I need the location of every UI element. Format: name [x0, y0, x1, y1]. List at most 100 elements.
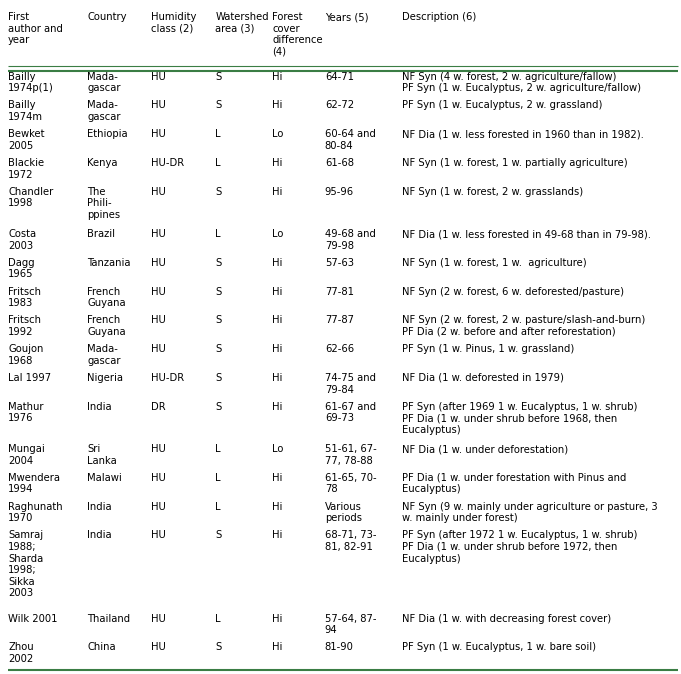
Text: 57-64, 87-
94: 57-64, 87- 94 — [325, 613, 377, 635]
Text: L: L — [215, 158, 221, 168]
Text: Ethiopia: Ethiopia — [87, 129, 128, 140]
Text: Samraj
1988;
Sharda
1998;
Sikka
2003: Samraj 1988; Sharda 1998; Sikka 2003 — [8, 530, 44, 599]
Text: Mada-
gascar: Mada- gascar — [87, 100, 121, 122]
Text: Fritsch
1992: Fritsch 1992 — [8, 315, 41, 337]
Text: HU-DR: HU-DR — [151, 373, 185, 383]
Text: Hi: Hi — [272, 258, 283, 268]
Text: HU: HU — [151, 315, 166, 326]
Text: PF Syn (1 w. Eucalyptus, 2 w. grassland): PF Syn (1 w. Eucalyptus, 2 w. grassland) — [402, 100, 602, 111]
Text: NF Syn (1 w. forest, 1 w. partially agriculture): NF Syn (1 w. forest, 1 w. partially agri… — [402, 158, 627, 168]
Text: Hi: Hi — [272, 344, 283, 354]
Text: Tanzania: Tanzania — [87, 258, 131, 268]
Text: Malawi: Malawi — [87, 473, 122, 483]
Text: Bewket
2005: Bewket 2005 — [8, 129, 45, 151]
Text: L: L — [215, 444, 221, 454]
Text: PF Syn (after 1969 1 w. Eucalyptus, 1 w. shrub)
PF Dia (1 w. under shrub before : PF Syn (after 1969 1 w. Eucalyptus, 1 w.… — [402, 402, 637, 435]
Text: Watershed
area (3): Watershed area (3) — [215, 12, 269, 34]
Text: Hi: Hi — [272, 642, 283, 652]
Text: S: S — [215, 286, 221, 297]
Text: HU: HU — [151, 613, 166, 623]
Text: NF Dia (1 w. less forested in 49-68 than in 79-98).: NF Dia (1 w. less forested in 49-68 than… — [402, 229, 651, 239]
Text: NF Syn (2 w. forest, 2 w. pasture/slash-and-burn)
PF Dia (2 w. before and after : NF Syn (2 w. forest, 2 w. pasture/slash-… — [402, 315, 645, 337]
Text: 57-63: 57-63 — [325, 258, 354, 268]
Text: S: S — [215, 402, 221, 412]
Text: Description (6): Description (6) — [402, 12, 476, 22]
Text: Various
periods: Various periods — [325, 501, 362, 523]
Text: 62-72: 62-72 — [325, 100, 354, 111]
Text: HU: HU — [151, 286, 166, 297]
Text: L: L — [215, 613, 221, 623]
Text: First
author and
year: First author and year — [8, 12, 63, 45]
Text: 64-71: 64-71 — [325, 71, 354, 82]
Text: Kenya: Kenya — [87, 158, 118, 168]
Text: Hi: Hi — [272, 187, 283, 197]
Text: HU: HU — [151, 229, 166, 239]
Text: French
Guyana: French Guyana — [87, 286, 126, 308]
Text: L: L — [215, 501, 221, 512]
Text: Nigeria: Nigeria — [87, 373, 123, 383]
Text: Zhou
2002: Zhou 2002 — [8, 642, 34, 664]
Text: Chandler
1998: Chandler 1998 — [8, 187, 53, 208]
Text: 95-96: 95-96 — [325, 187, 354, 197]
Text: Hi: Hi — [272, 613, 283, 623]
Text: HU: HU — [151, 187, 166, 197]
Text: Raghunath
1970: Raghunath 1970 — [8, 501, 63, 523]
Text: 60-64 and
80-84: 60-64 and 80-84 — [325, 129, 376, 151]
Text: HU-DR: HU-DR — [151, 158, 185, 168]
Text: China: China — [87, 642, 116, 652]
Text: NF Dia (1 w. with decreasing forest cover): NF Dia (1 w. with decreasing forest cove… — [402, 613, 611, 623]
Text: Hi: Hi — [272, 473, 283, 483]
Text: NF Syn (9 w. mainly under agriculture or pasture, 3
w. mainly under forest): NF Syn (9 w. mainly under agriculture or… — [402, 501, 657, 523]
Text: 61-68: 61-68 — [325, 158, 354, 168]
Text: DR: DR — [151, 402, 165, 412]
Text: Fritsch
1983: Fritsch 1983 — [8, 286, 41, 308]
Text: French
Guyana: French Guyana — [87, 315, 126, 337]
Text: India: India — [87, 501, 112, 512]
Text: HU: HU — [151, 258, 166, 268]
Text: HU: HU — [151, 344, 166, 354]
Text: NF Syn (4 w. forest, 2 w. agriculture/fallow)
PF Syn (1 w. Eucalyptus, 2 w. agri: NF Syn (4 w. forest, 2 w. agriculture/fa… — [402, 71, 641, 93]
Text: S: S — [215, 642, 221, 652]
Text: Years (5): Years (5) — [325, 12, 368, 22]
Text: Bailly
1974m: Bailly 1974m — [8, 100, 43, 122]
Text: Hi: Hi — [272, 402, 283, 412]
Text: India: India — [87, 402, 112, 412]
Text: Lo: Lo — [272, 129, 284, 140]
Text: NF Syn (1 w. forest, 2 w. grasslands): NF Syn (1 w. forest, 2 w. grasslands) — [402, 187, 583, 197]
Text: 49-68 and
79-98: 49-68 and 79-98 — [325, 229, 376, 251]
Text: PF Dia (1 w. under forestation with Pinus and
Eucalyptus): PF Dia (1 w. under forestation with Pinu… — [402, 473, 626, 495]
Text: PF Syn (1 w. Eucalyptus, 1 w. bare soil): PF Syn (1 w. Eucalyptus, 1 w. bare soil) — [402, 642, 596, 652]
Text: Hi: Hi — [272, 530, 283, 541]
Text: 77-87: 77-87 — [325, 315, 354, 326]
Text: Mada-
gascar: Mada- gascar — [87, 344, 121, 366]
Text: The
Phili-
ppines: The Phili- ppines — [87, 187, 121, 220]
Text: S: S — [215, 187, 221, 197]
Text: 61-67 and
69-73: 61-67 and 69-73 — [325, 402, 376, 423]
Text: NF Dia (1 w. deforested in 1979): NF Dia (1 w. deforested in 1979) — [402, 373, 564, 383]
Text: L: L — [215, 129, 221, 140]
Text: Thailand: Thailand — [87, 613, 130, 623]
Text: Costa
2003: Costa 2003 — [8, 229, 36, 251]
Text: HU: HU — [151, 530, 166, 541]
Text: Mada-
gascar: Mada- gascar — [87, 71, 121, 93]
Text: PF Syn (after 1972 1 w. Eucalyptus, 1 w. shrub)
PF Dia (1 w. under shrub before : PF Syn (after 1972 1 w. Eucalyptus, 1 w.… — [402, 530, 637, 563]
Text: S: S — [215, 258, 221, 268]
Text: Wilk 2001: Wilk 2001 — [8, 613, 58, 623]
Text: 77-81: 77-81 — [325, 286, 354, 297]
Text: India: India — [87, 530, 112, 541]
Text: S: S — [215, 315, 221, 326]
Text: L: L — [215, 473, 221, 483]
Text: Lo: Lo — [272, 229, 284, 239]
Text: Hi: Hi — [272, 373, 283, 383]
Text: HU: HU — [151, 100, 166, 111]
Text: Forest
cover
difference
(4): Forest cover difference (4) — [272, 12, 323, 57]
Text: Mungai
2004: Mungai 2004 — [8, 444, 45, 466]
Text: Humidity
class (2): Humidity class (2) — [151, 12, 197, 34]
Text: Hi: Hi — [272, 71, 283, 82]
Text: 61-65, 70-
78: 61-65, 70- 78 — [325, 473, 377, 495]
Text: NF Syn (1 w. forest, 1 w.  agriculture): NF Syn (1 w. forest, 1 w. agriculture) — [402, 258, 586, 268]
Text: Brazil: Brazil — [87, 229, 115, 239]
Text: 51-61, 67-
77, 78-88: 51-61, 67- 77, 78-88 — [325, 444, 377, 466]
Text: Lo: Lo — [272, 444, 284, 454]
Text: Hi: Hi — [272, 315, 283, 326]
